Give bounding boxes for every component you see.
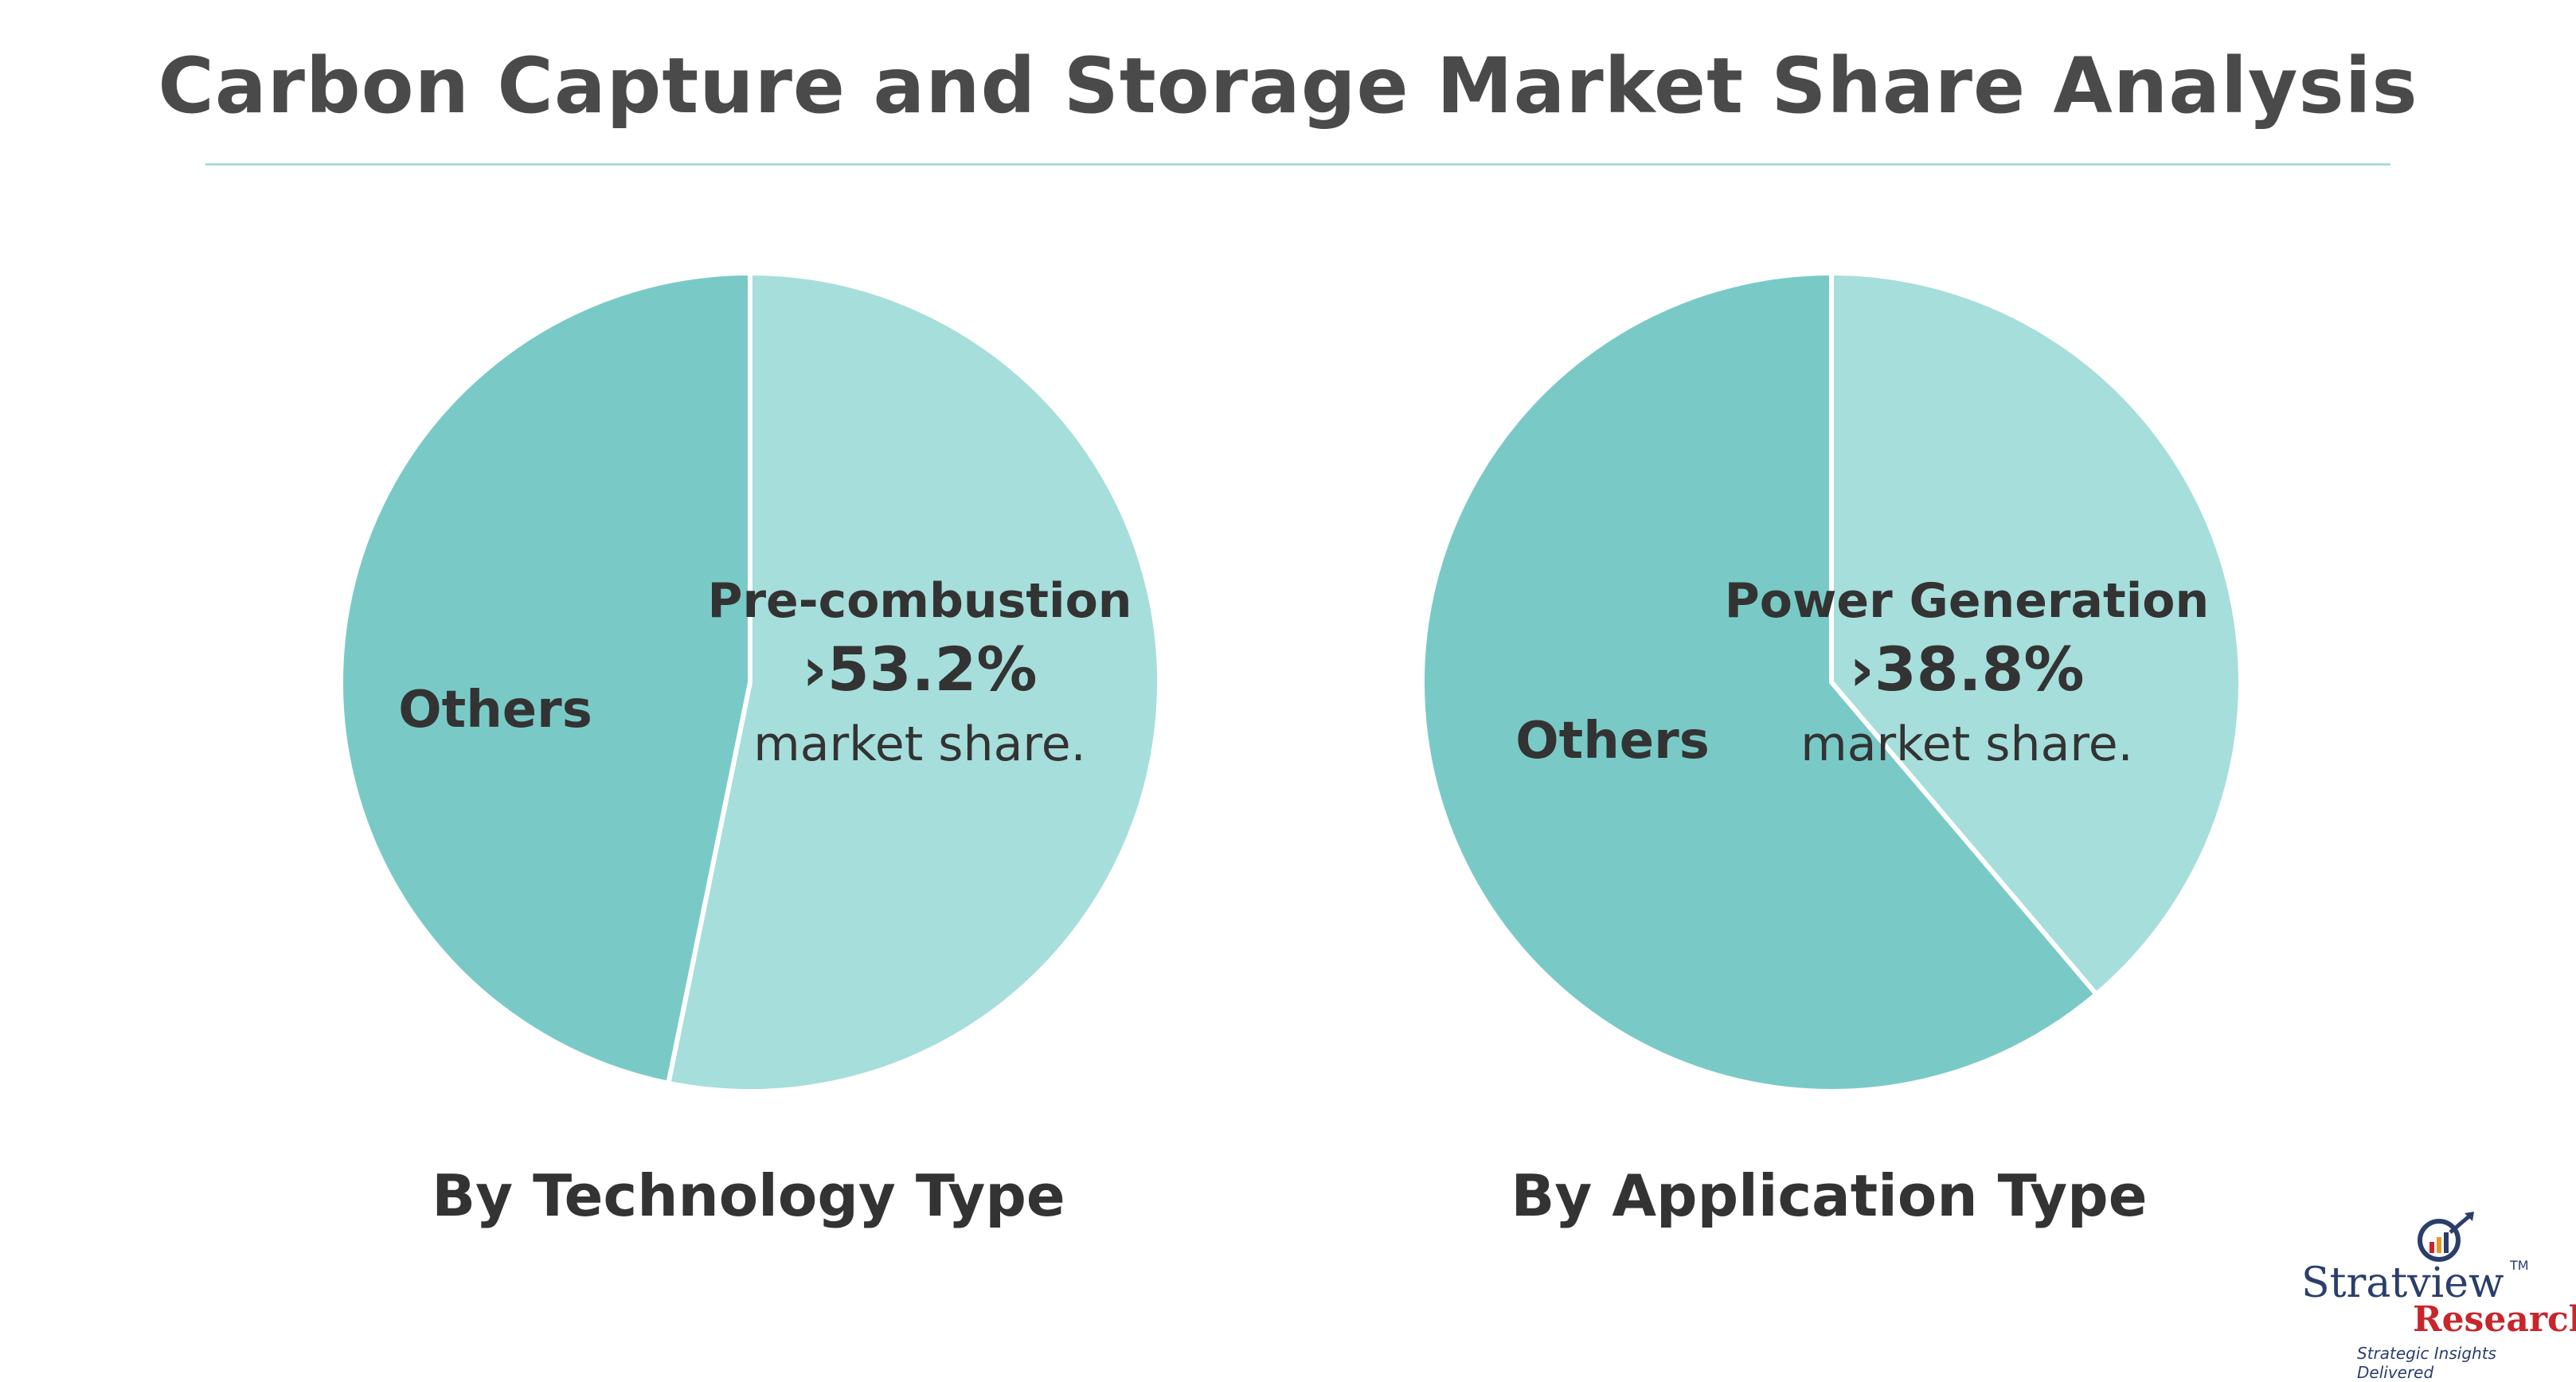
title-divider — [205, 163, 2390, 166]
slice-value-power-generation: ›38.8% — [1850, 634, 2085, 705]
slice-label-others-application: Others — [1515, 712, 1710, 771]
slice-label-pre-combustion: Pre-combustion — [707, 573, 1132, 629]
chart-caption-application: By Application Type — [1511, 1162, 2148, 1229]
pie-slice-pre-combustion — [666, 271, 1162, 1094]
pie-slice-others-technology — [338, 271, 752, 1086]
slice-note-power-generation: market share. — [1800, 716, 2132, 772]
logo-trademark: TM — [2510, 1258, 2529, 1273]
pie-slice-others-application — [1420, 271, 2099, 1094]
pie-slice-power-generation — [1829, 271, 2243, 997]
slice-note-pre-combustion: market share. — [753, 716, 1085, 772]
slice-value-pre-combustion: ›53.2% — [803, 634, 1038, 705]
slice-label-power-generation: Power Generation — [1725, 573, 2209, 629]
logo-name-research: Research — [2413, 1299, 2576, 1340]
page-title: Carbon Capture and Storage Market Share … — [158, 41, 2418, 131]
logo-tagline: Strategic Insights Delivered — [2357, 1344, 2496, 1382]
pie-technology-type: Pre-combustion ›53.2% market share. Othe… — [338, 271, 1162, 1094]
stratview-logo: Stratview TM Research Strategic Insights… — [2301, 1210, 2576, 1382]
logo-magnifier-icon — [2418, 1212, 2474, 1262]
pie-application-type: Power Generation ›38.8% market share. Ot… — [1420, 271, 2243, 1094]
chart-caption-technology: By Technology Type — [432, 1162, 1065, 1229]
logo-name-stratview: Stratview — [2301, 1259, 2504, 1307]
slice-label-others-technology: Others — [398, 681, 592, 740]
